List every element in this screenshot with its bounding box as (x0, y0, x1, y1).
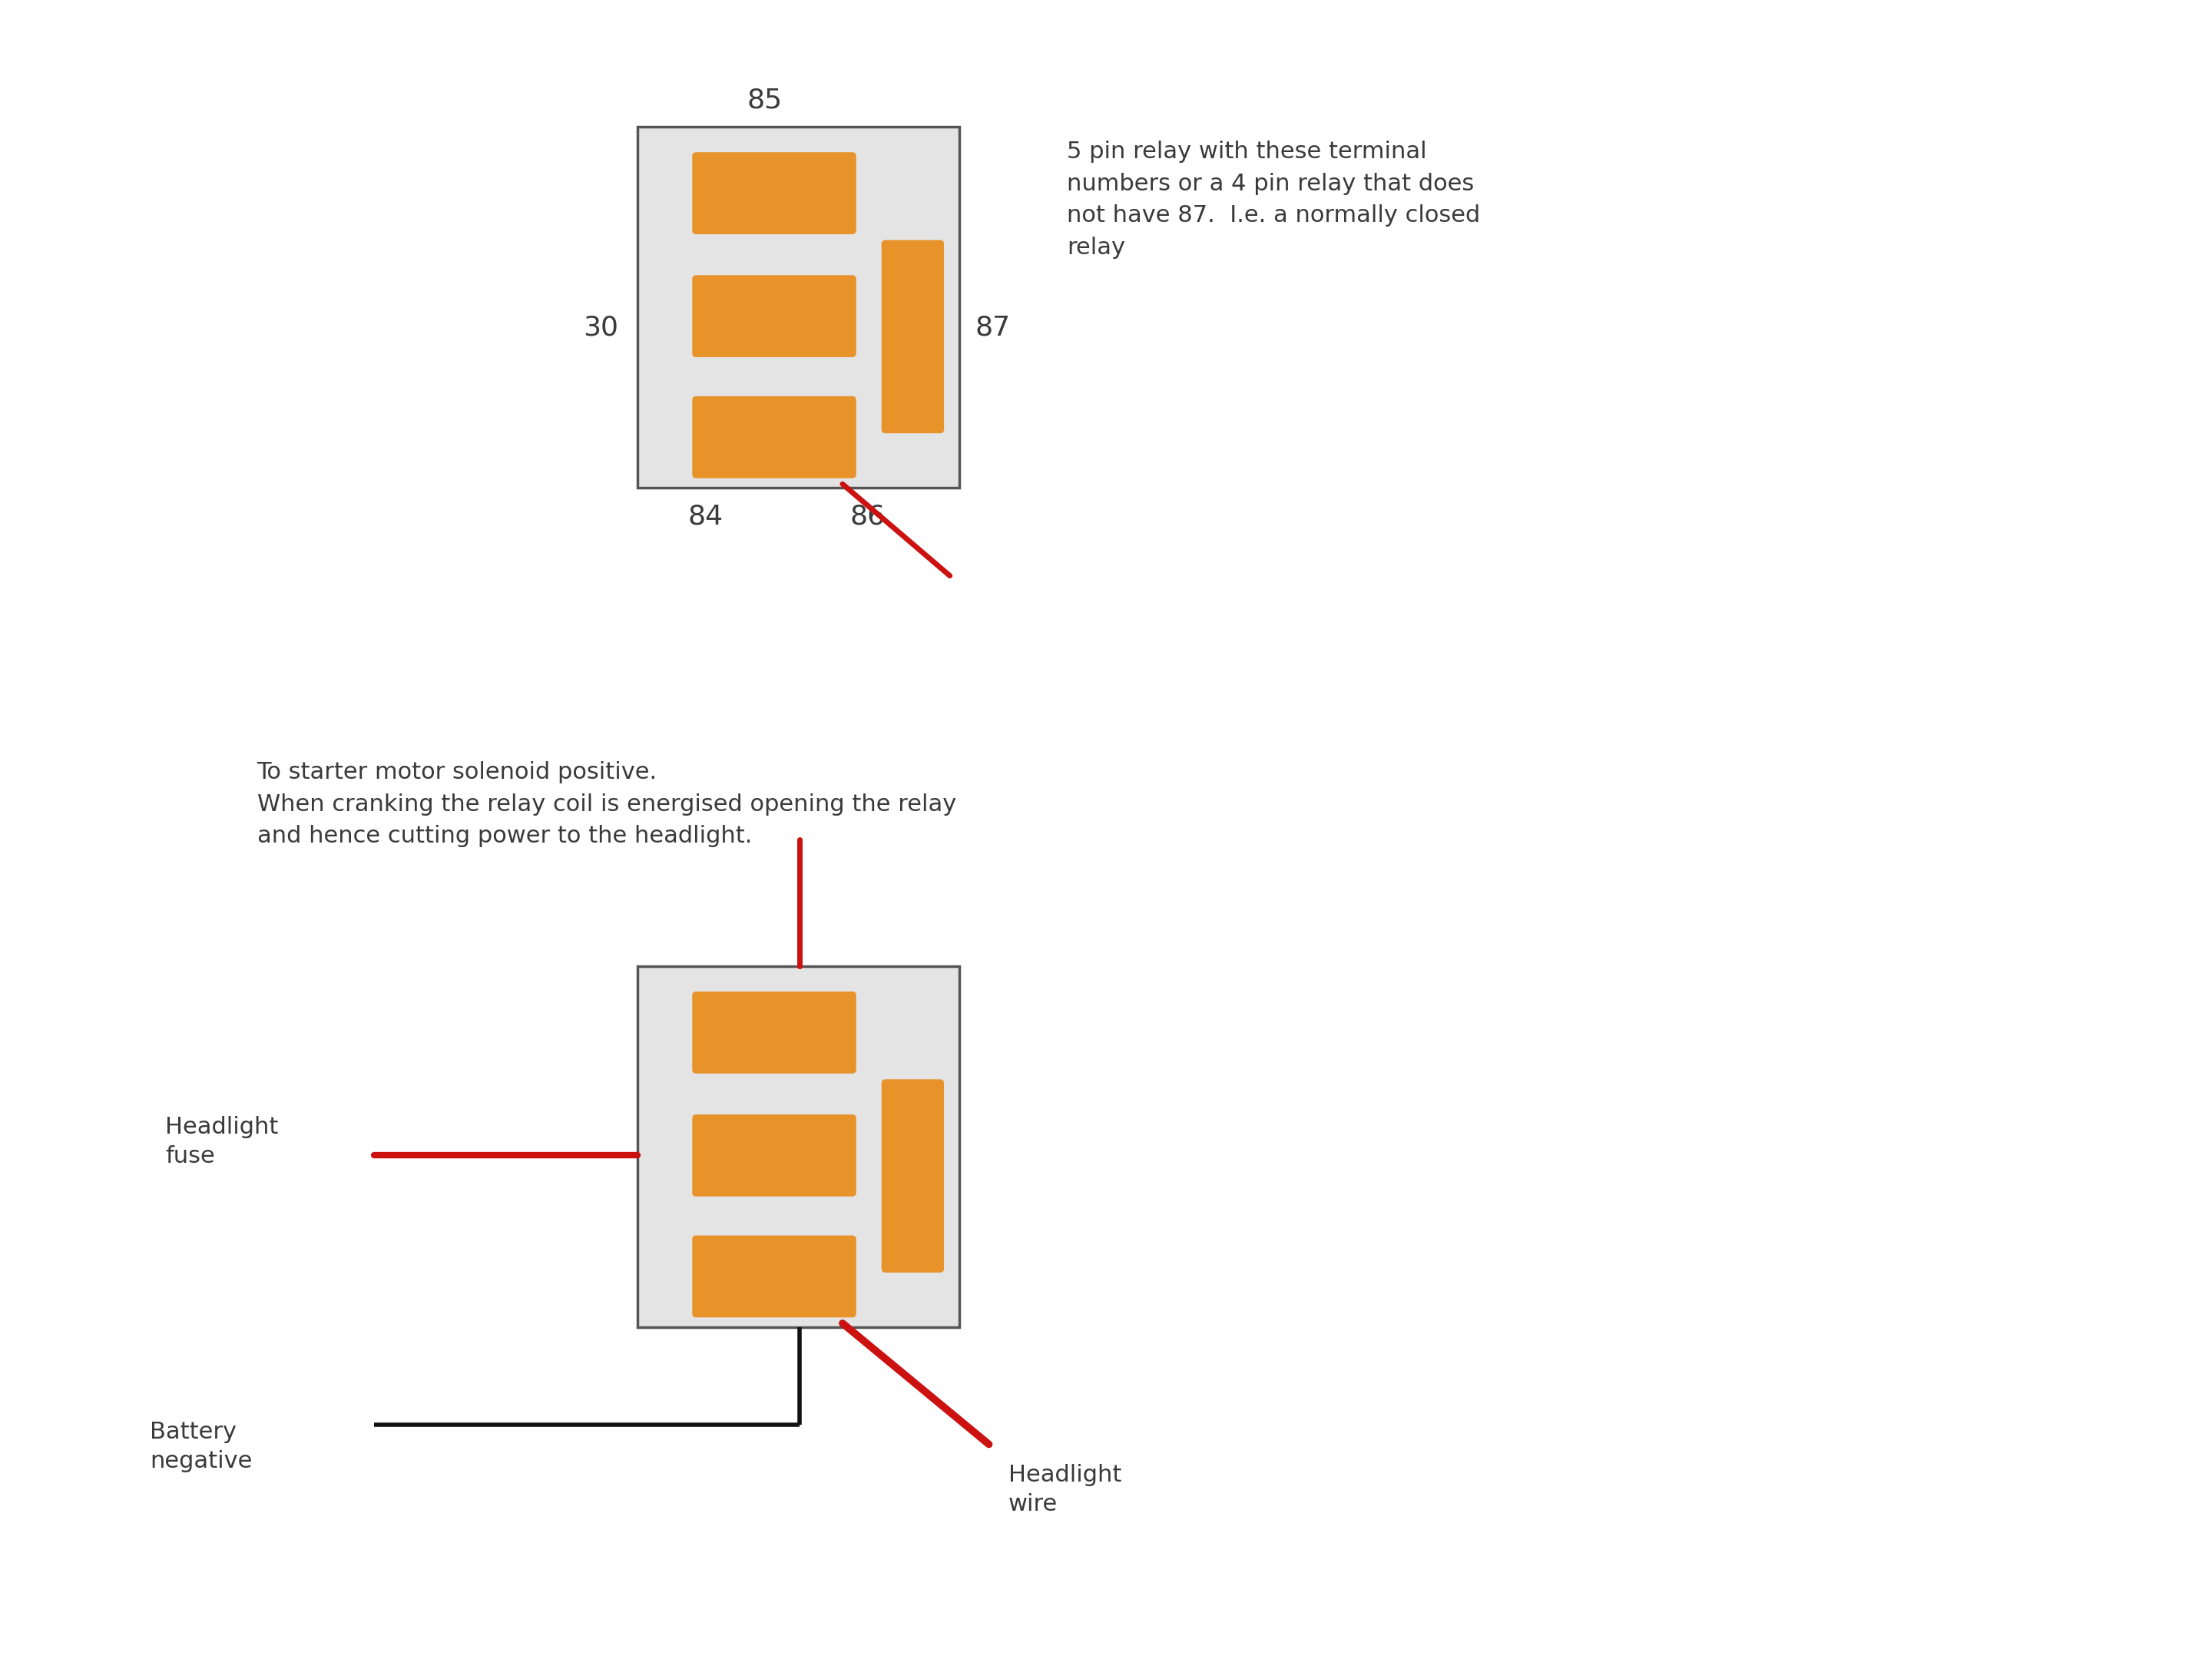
Bar (637, 966, 960, 1327)
FancyBboxPatch shape (692, 275, 856, 357)
FancyBboxPatch shape (692, 1236, 856, 1317)
FancyBboxPatch shape (883, 1080, 945, 1272)
Bar (637, 126, 960, 488)
FancyBboxPatch shape (692, 397, 856, 478)
Text: Battery
negative: Battery negative (150, 1420, 252, 1473)
Text: 86: 86 (849, 504, 885, 529)
Text: 87: 87 (975, 315, 1011, 342)
Text: Headlight
wire: Headlight wire (1009, 1463, 1121, 1515)
FancyBboxPatch shape (692, 1115, 856, 1196)
FancyBboxPatch shape (692, 153, 856, 234)
Text: 30: 30 (582, 315, 617, 342)
Text: 5 pin relay with these terminal
numbers or a 4 pin relay that does
not have 87. : 5 pin relay with these terminal numbers … (1066, 141, 1480, 259)
Text: 84: 84 (688, 504, 723, 529)
Text: To starter motor solenoid positive.
When cranking the relay coil is energised op: To starter motor solenoid positive. When… (257, 761, 956, 848)
FancyBboxPatch shape (883, 241, 945, 433)
FancyBboxPatch shape (692, 992, 856, 1073)
Text: Headlight
fuse: Headlight fuse (166, 1117, 279, 1168)
Text: 85: 85 (748, 86, 783, 113)
